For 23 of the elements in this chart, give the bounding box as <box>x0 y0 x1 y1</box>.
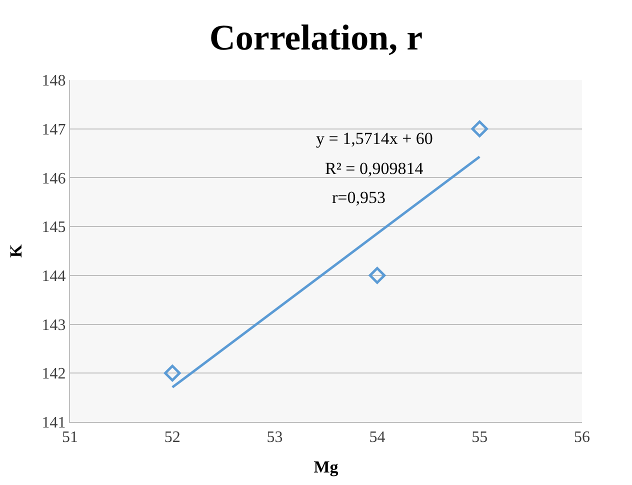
chart-title: Correlation, r <box>209 17 423 58</box>
point <box>368 267 386 284</box>
x-tick-label: 51 <box>62 429 78 446</box>
y-tick-label: 144 <box>42 268 66 286</box>
x-axis-title: Mg <box>314 458 339 477</box>
y-tick-label: 143 <box>42 316 66 334</box>
x-tick-label: 54 <box>369 429 386 446</box>
point <box>471 120 488 138</box>
y-tick-label: 142 <box>42 366 66 383</box>
x-tick-label: 52 <box>164 429 180 446</box>
annotation: r=0,953 <box>332 188 386 207</box>
y-tick-label: 148 <box>42 72 66 90</box>
y-tick-label: 141 <box>42 414 66 432</box>
annotation: R² = 0,909814 <box>325 159 424 178</box>
x-tick-label: 55 <box>472 429 488 446</box>
x-tick-label: 56 <box>574 429 590 446</box>
y-tick-label: 147 <box>42 121 66 138</box>
y-tick-label: 146 <box>42 170 66 188</box>
y-tick-label: 145 <box>42 219 66 236</box>
y-axis-title: K <box>6 244 26 258</box>
annotation: y = 1,5714x + 60 <box>316 129 433 148</box>
x-tick-label: 53 <box>266 429 283 446</box>
point <box>164 364 181 382</box>
